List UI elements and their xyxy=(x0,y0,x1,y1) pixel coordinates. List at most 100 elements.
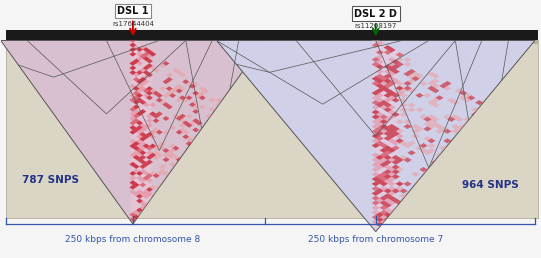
Polygon shape xyxy=(212,150,219,155)
Polygon shape xyxy=(140,201,146,206)
Polygon shape xyxy=(202,139,209,144)
Polygon shape xyxy=(156,93,163,98)
Polygon shape xyxy=(146,91,153,96)
Polygon shape xyxy=(129,111,136,116)
Polygon shape xyxy=(395,186,404,191)
Polygon shape xyxy=(232,146,239,151)
Text: rs11208197: rs11208197 xyxy=(354,23,397,29)
Polygon shape xyxy=(143,153,150,158)
Polygon shape xyxy=(372,100,380,105)
Polygon shape xyxy=(404,181,412,186)
Polygon shape xyxy=(140,137,146,141)
Polygon shape xyxy=(387,86,396,91)
Polygon shape xyxy=(483,115,491,119)
Polygon shape xyxy=(173,114,179,119)
Polygon shape xyxy=(140,178,146,183)
Polygon shape xyxy=(140,187,146,192)
Polygon shape xyxy=(384,112,392,117)
Polygon shape xyxy=(133,109,140,114)
Polygon shape xyxy=(372,67,380,72)
Polygon shape xyxy=(153,173,160,178)
Polygon shape xyxy=(427,148,436,153)
Polygon shape xyxy=(133,201,140,206)
Polygon shape xyxy=(176,116,183,121)
Polygon shape xyxy=(467,157,476,163)
Polygon shape xyxy=(149,185,156,190)
Polygon shape xyxy=(209,107,216,112)
Polygon shape xyxy=(384,117,392,122)
Polygon shape xyxy=(202,143,209,148)
Polygon shape xyxy=(140,91,146,96)
Polygon shape xyxy=(479,136,487,141)
Polygon shape xyxy=(146,155,153,160)
Polygon shape xyxy=(407,102,415,108)
Polygon shape xyxy=(182,176,189,181)
Polygon shape xyxy=(140,100,146,105)
Polygon shape xyxy=(162,171,169,176)
Polygon shape xyxy=(375,193,384,198)
Polygon shape xyxy=(133,59,140,63)
Polygon shape xyxy=(140,123,146,128)
Polygon shape xyxy=(427,167,436,172)
Polygon shape xyxy=(399,193,408,198)
Text: 964 SNPS: 964 SNPS xyxy=(462,180,519,190)
Polygon shape xyxy=(143,189,150,194)
Polygon shape xyxy=(225,132,232,137)
Polygon shape xyxy=(166,183,173,187)
Polygon shape xyxy=(146,82,153,86)
Polygon shape xyxy=(427,86,436,91)
Polygon shape xyxy=(392,136,400,141)
Polygon shape xyxy=(133,196,140,201)
Polygon shape xyxy=(192,118,199,123)
Polygon shape xyxy=(146,178,153,183)
Polygon shape xyxy=(129,212,136,217)
Polygon shape xyxy=(192,150,199,155)
Polygon shape xyxy=(136,79,143,84)
Polygon shape xyxy=(459,138,467,143)
Polygon shape xyxy=(443,129,452,134)
Polygon shape xyxy=(431,98,440,103)
Polygon shape xyxy=(133,118,140,123)
Polygon shape xyxy=(133,95,140,100)
Polygon shape xyxy=(451,153,459,158)
Polygon shape xyxy=(395,115,404,119)
Polygon shape xyxy=(222,107,229,112)
Polygon shape xyxy=(129,157,136,162)
Polygon shape xyxy=(384,141,392,146)
Polygon shape xyxy=(375,165,384,170)
Polygon shape xyxy=(182,134,189,139)
Polygon shape xyxy=(372,215,380,220)
Polygon shape xyxy=(423,93,432,98)
Polygon shape xyxy=(143,70,150,75)
Polygon shape xyxy=(439,126,447,131)
Polygon shape xyxy=(443,115,452,119)
Polygon shape xyxy=(379,200,388,205)
Polygon shape xyxy=(209,139,216,144)
Polygon shape xyxy=(511,136,519,141)
Polygon shape xyxy=(384,174,392,179)
Polygon shape xyxy=(143,208,150,213)
Polygon shape xyxy=(212,123,219,128)
Polygon shape xyxy=(136,130,143,135)
Polygon shape xyxy=(443,148,452,153)
Polygon shape xyxy=(467,95,476,100)
Polygon shape xyxy=(384,59,392,64)
Polygon shape xyxy=(392,83,400,88)
Polygon shape xyxy=(129,217,136,222)
Polygon shape xyxy=(146,196,153,201)
Polygon shape xyxy=(169,153,176,158)
Polygon shape xyxy=(379,119,388,124)
Polygon shape xyxy=(153,150,160,155)
Polygon shape xyxy=(140,196,146,201)
Polygon shape xyxy=(156,171,163,176)
Polygon shape xyxy=(455,146,464,150)
Polygon shape xyxy=(372,181,380,186)
Polygon shape xyxy=(179,118,186,123)
Polygon shape xyxy=(443,138,452,143)
Polygon shape xyxy=(162,102,169,107)
Polygon shape xyxy=(136,134,143,139)
Polygon shape xyxy=(404,81,412,86)
Polygon shape xyxy=(459,153,467,158)
Polygon shape xyxy=(372,119,380,124)
Polygon shape xyxy=(129,125,136,130)
